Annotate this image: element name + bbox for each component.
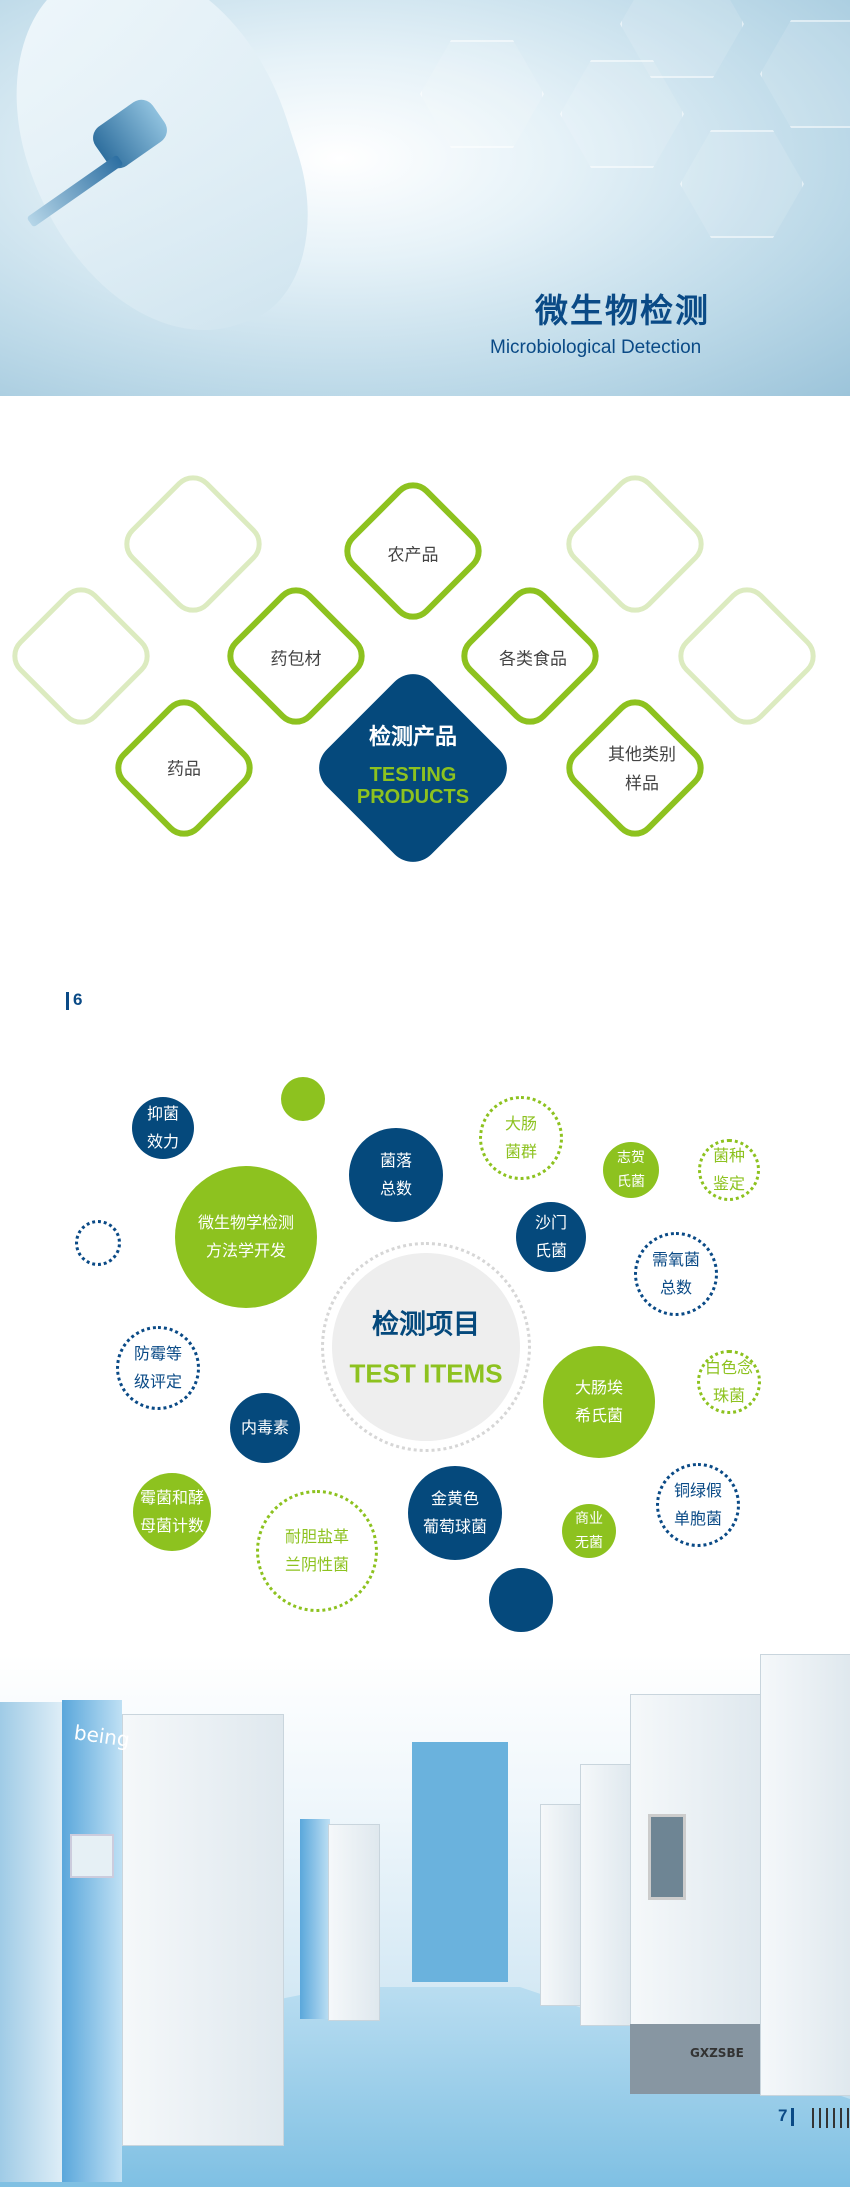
incubator [300, 1819, 330, 2019]
incubator [0, 1702, 70, 2182]
incubator [328, 1824, 380, 2021]
test-item-bubble: 微生物学检测 方法学开发 [175, 1166, 317, 1308]
incubator-base [630, 2024, 760, 2094]
product-label: 药包材 [270, 649, 322, 670]
hexagon-decoration [680, 130, 804, 238]
test-item-bubble: 防霉等 级评定 [116, 1326, 200, 1410]
page-bar [66, 991, 69, 1010]
page-title: 微生物检测 [535, 291, 710, 330]
hexagon-decoration [760, 20, 850, 128]
page-number-text: 6 [73, 990, 83, 1009]
test-item-bubble: 白色念 珠菌 [697, 1350, 761, 1414]
incubator-front [122, 1714, 284, 2146]
page-bar [791, 2107, 795, 2126]
decorative-diamond [557, 466, 713, 622]
lab-door [412, 1742, 508, 1982]
test-item-bubble: 沙门 氏菌 [516, 1202, 586, 1272]
test-item-bubble: 内毒素 [230, 1393, 300, 1463]
test-item-bubble: 抑菌 效力 [132, 1097, 194, 1159]
decorative-diamond [3, 578, 159, 734]
incubator-right-edge [760, 1654, 850, 2096]
page-number-text: 7 [778, 2106, 788, 2125]
hexagon-decoration [420, 40, 544, 148]
product-label: 农产品 [387, 545, 439, 566]
product-label: 其他类别 样品 [608, 745, 676, 794]
hexagon-decoration [560, 60, 684, 168]
incubator [580, 1764, 632, 2026]
decorative-diamond [115, 466, 271, 622]
incubator-side [62, 1700, 122, 2182]
test-item-bubble: 金黄色 葡萄球菌 [408, 1466, 502, 1560]
test-item-bubble: 耐胆盐革 兰阴性菌 [256, 1490, 378, 1612]
test-item-bubble: 大肠 菌群 [479, 1096, 563, 1180]
test-item-bubble: 大肠埃 希氏菌 [543, 1346, 655, 1458]
page-number-left: 6 [66, 990, 82, 1010]
test-item-bubble: 需氧菌 总数 [634, 1232, 718, 1316]
center-circle [332, 1253, 520, 1441]
decorative-stripes [812, 2108, 850, 2128]
test-item-bubble: 铜绿假 单胞菌 [656, 1463, 740, 1547]
gloved-hand-image [0, 0, 343, 371]
brand-label: GXZSBE [690, 2046, 744, 2060]
center-title-en: TEST ITEMS [349, 1358, 503, 1389]
test-item-bubble: 商业 无菌 [562, 1504, 616, 1558]
center-title-cn: 检测项目 [372, 1309, 480, 1341]
decorative-diamond [669, 578, 825, 734]
product-label: 各类食品 [499, 649, 567, 670]
center-dotted-ring [321, 1242, 531, 1452]
laboratory-photo: being GXZSBE [0, 1654, 850, 2187]
test-item-bubble: 菌种 鉴定 [698, 1139, 760, 1201]
center-title-en: TESTING PRODUCTS [356, 764, 470, 808]
page-number-right: 7 [778, 2106, 795, 2126]
product-label: 药品 [167, 759, 201, 780]
decorative-circle [75, 1220, 121, 1266]
test-item-bubble: 菌落 总数 [349, 1128, 443, 1222]
incubator-window [648, 1814, 686, 1900]
page-subtitle: Microbiological Detection [490, 337, 702, 358]
test-item-bubble: 志贺 氏菌 [603, 1142, 659, 1198]
hero-banner: 微生物检测 Microbiological Detection [0, 0, 850, 396]
test-item-bubble: 霉菌和酵 母菌计数 [133, 1473, 211, 1551]
control-panel [70, 1834, 114, 1878]
decorative-circle [281, 1077, 325, 1121]
decorative-circle [489, 1568, 553, 1632]
center-title-cn: 检测产品 [368, 725, 458, 750]
incubator [540, 1804, 582, 2006]
